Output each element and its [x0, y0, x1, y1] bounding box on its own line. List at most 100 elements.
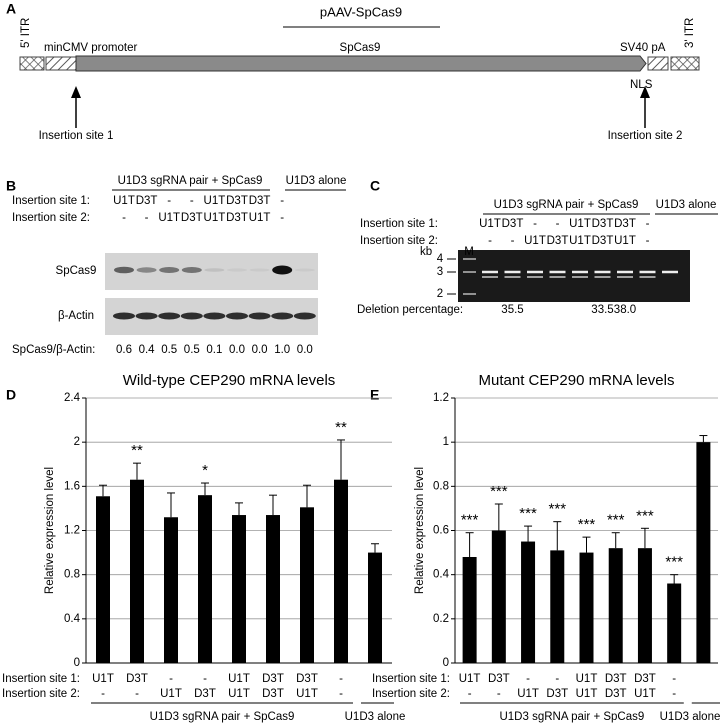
lane-label: D3T: [226, 212, 248, 224]
category-label: U1T: [92, 673, 114, 685]
y-tick-label: 0.8: [64, 569, 80, 581]
group-label: U1D3 sgRNA pair + SpCas9: [150, 711, 295, 723]
category-label: D3T: [126, 673, 148, 685]
lane-label: D3T: [249, 195, 271, 207]
y-tick-label: 0.4: [64, 613, 81, 625]
ladder-label: 3: [437, 266, 443, 278]
ratio: 0.5: [184, 344, 200, 356]
group-label: U1D3 alone: [286, 175, 347, 187]
blot-band: [293, 312, 316, 320]
y-tick-label: 0: [443, 657, 449, 669]
category-label: -: [203, 673, 207, 685]
deletion-label: Deletion percentage:: [357, 304, 463, 316]
category-label: U1T: [459, 673, 481, 685]
significance: ***: [607, 512, 625, 529]
blot-band: [180, 312, 203, 320]
lane-label: D3T: [226, 195, 248, 207]
significance: ***: [549, 501, 567, 518]
y-tick-label: 0.6: [433, 525, 449, 537]
lane-label: U1T: [614, 235, 636, 247]
y-tick-label: 1.2: [433, 392, 449, 404]
row-label: Insertion site 2:: [12, 212, 90, 224]
significance: **: [335, 419, 347, 436]
lane-label: -: [556, 218, 560, 230]
group-label: U1D3 alone: [660, 711, 721, 723]
significance: ***: [665, 554, 683, 571]
category-label: -: [468, 688, 472, 700]
gene-arrow: [75, 55, 647, 72]
blot-band: [203, 312, 226, 320]
band-label: β-Actin: [58, 310, 94, 322]
y-tick-label: 2.4: [64, 392, 81, 404]
group-label: U1D3 sgRNA pair + SpCas9: [494, 199, 639, 211]
bar: [232, 515, 246, 663]
significance: *: [202, 462, 208, 479]
significance: **: [131, 442, 143, 459]
category-label: D3T: [546, 688, 568, 700]
panel-label: B: [6, 178, 16, 194]
y-axis-label: Relative expression level: [414, 467, 426, 594]
category-label: U1T: [296, 688, 318, 700]
gel-image: [458, 250, 690, 302]
category-label: -: [169, 673, 173, 685]
panel-label: A: [6, 1, 16, 17]
lane-label: U1T: [569, 235, 591, 247]
row-label: Insertion site 2:: [360, 235, 438, 247]
promoter-box: [45, 56, 77, 71]
category-label: D3T: [262, 688, 284, 700]
lane-label: -: [511, 235, 515, 247]
lane-label: -: [280, 212, 284, 224]
bar: [164, 517, 178, 663]
lane-label: -: [646, 218, 650, 230]
ratio-label: SpCas9/β-Actin:: [12, 344, 95, 356]
blot-band: [181, 267, 202, 273]
deletion: 38.0: [614, 304, 636, 316]
lane-label: D3T: [502, 218, 524, 230]
lane-label: U1T: [479, 218, 501, 230]
lane-label: D3T: [592, 235, 614, 247]
lane-label: -: [646, 235, 650, 247]
lane-label: D3T: [592, 218, 614, 230]
panel-label: D: [6, 387, 16, 403]
category-label: U1T: [160, 688, 182, 700]
category-label: D3T: [605, 688, 627, 700]
blot-band: [248, 312, 271, 320]
row-label: Insertion site 1:: [360, 218, 438, 230]
itr5-label: 5' ITR: [20, 18, 32, 48]
lane-label: U1T: [113, 195, 135, 207]
y-tick-label: 2: [74, 436, 80, 448]
lane-label: -: [533, 218, 537, 230]
deletion: 33.5: [591, 304, 613, 316]
bar: [334, 479, 348, 663]
chart-title: Mutant CEP290 mRNA levels: [479, 372, 675, 389]
lane-label: U1T: [204, 212, 226, 224]
blot-band: [158, 312, 181, 320]
lane-label: D3T: [547, 235, 569, 247]
blot-band: [114, 266, 134, 274]
ratio: 0.0: [229, 344, 245, 356]
group-label: U1D3 sgRNA pair + SpCas9: [499, 711, 644, 723]
lane-label: D3T: [136, 195, 158, 207]
category-label: -: [135, 688, 139, 700]
category-label: -: [672, 688, 676, 700]
bar: [130, 479, 144, 663]
polya-box: [647, 56, 669, 71]
category-label: U1T: [576, 673, 598, 685]
bar: [637, 548, 652, 663]
arrow-head: [640, 86, 650, 98]
bar: [696, 442, 711, 663]
category-label: D3T: [194, 688, 216, 700]
bar: [462, 557, 477, 663]
y-tick-label: 0.4: [433, 569, 450, 581]
band-label: SpCas9: [56, 265, 97, 277]
y-tick-label: 1.2: [64, 525, 80, 537]
ratio: 0.6: [116, 344, 132, 356]
category-label: -: [672, 673, 676, 685]
blot-band: [204, 268, 225, 272]
row-label: Insertion site 2:: [2, 688, 80, 700]
category-label: -: [339, 688, 343, 700]
category-label: U1T: [228, 673, 250, 685]
category-label: U1T: [634, 688, 656, 700]
blot-band: [135, 312, 158, 320]
